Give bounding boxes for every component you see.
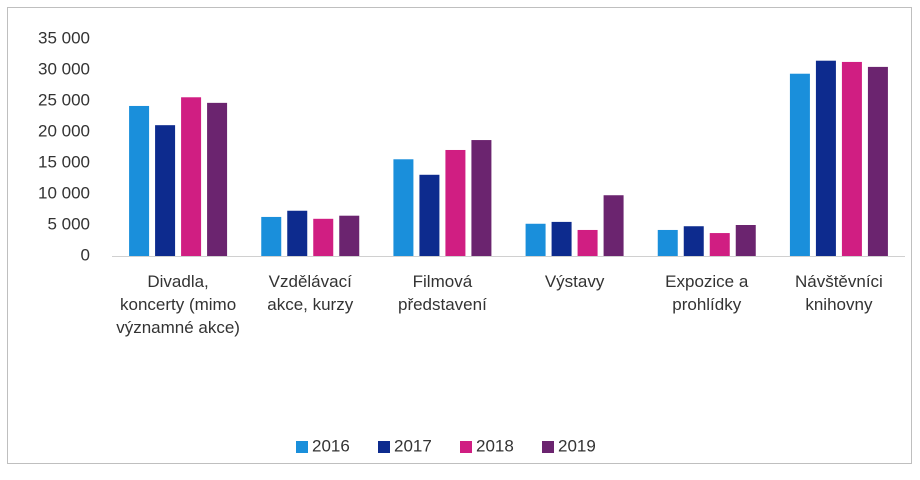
y-tick-label: 5 000 [47, 214, 90, 233]
legend-label: 2016 [312, 436, 350, 455]
bar [577, 229, 598, 256]
bar [841, 61, 862, 256]
legend-label: 2019 [558, 436, 596, 455]
bar [287, 210, 308, 256]
bar [709, 233, 730, 256]
legend-swatch [460, 441, 472, 453]
y-tick-label: 30 000 [38, 59, 90, 78]
legend-label: 2018 [476, 436, 514, 455]
legend-label: 2017 [394, 436, 432, 455]
bar [525, 223, 546, 256]
bar [261, 216, 282, 256]
bar [419, 174, 440, 256]
bar [339, 215, 360, 256]
y-tick-label: 20 000 [38, 121, 90, 140]
x-tick-label: Návštěvníci knihovny [794, 272, 883, 314]
x-tick-label: Filmová představení [397, 272, 487, 314]
bar [129, 105, 150, 257]
x-tick-label: Vzdělávací akce, kurzy [267, 272, 354, 314]
bar [313, 218, 334, 256]
bar [393, 159, 414, 256]
bar [181, 97, 202, 256]
x-tick-label: Výstavy [544, 272, 605, 291]
x-tick-label: Expozice a prohlídky [665, 272, 749, 314]
y-tick-label: 35 000 [38, 28, 90, 47]
bar [789, 73, 810, 256]
y-tick-label: 15 000 [38, 152, 90, 171]
bar [603, 195, 624, 256]
bar [551, 221, 572, 256]
x-tick-label: Divadla, koncerty (mimo významné akce) [116, 272, 240, 337]
legend-swatch [296, 441, 308, 453]
bar [735, 225, 756, 256]
bar [471, 140, 492, 256]
legend-swatch [542, 441, 554, 453]
legend-swatch [378, 441, 390, 453]
y-tick-label: 25 000 [38, 90, 90, 109]
bar [207, 102, 228, 256]
bar [683, 226, 704, 256]
bar [445, 149, 466, 256]
bar [815, 60, 836, 257]
y-tick-label: 10 000 [38, 183, 90, 202]
bar [155, 125, 176, 257]
y-tick-label: 0 [81, 245, 90, 264]
bar [867, 66, 888, 257]
bar [657, 229, 678, 256]
